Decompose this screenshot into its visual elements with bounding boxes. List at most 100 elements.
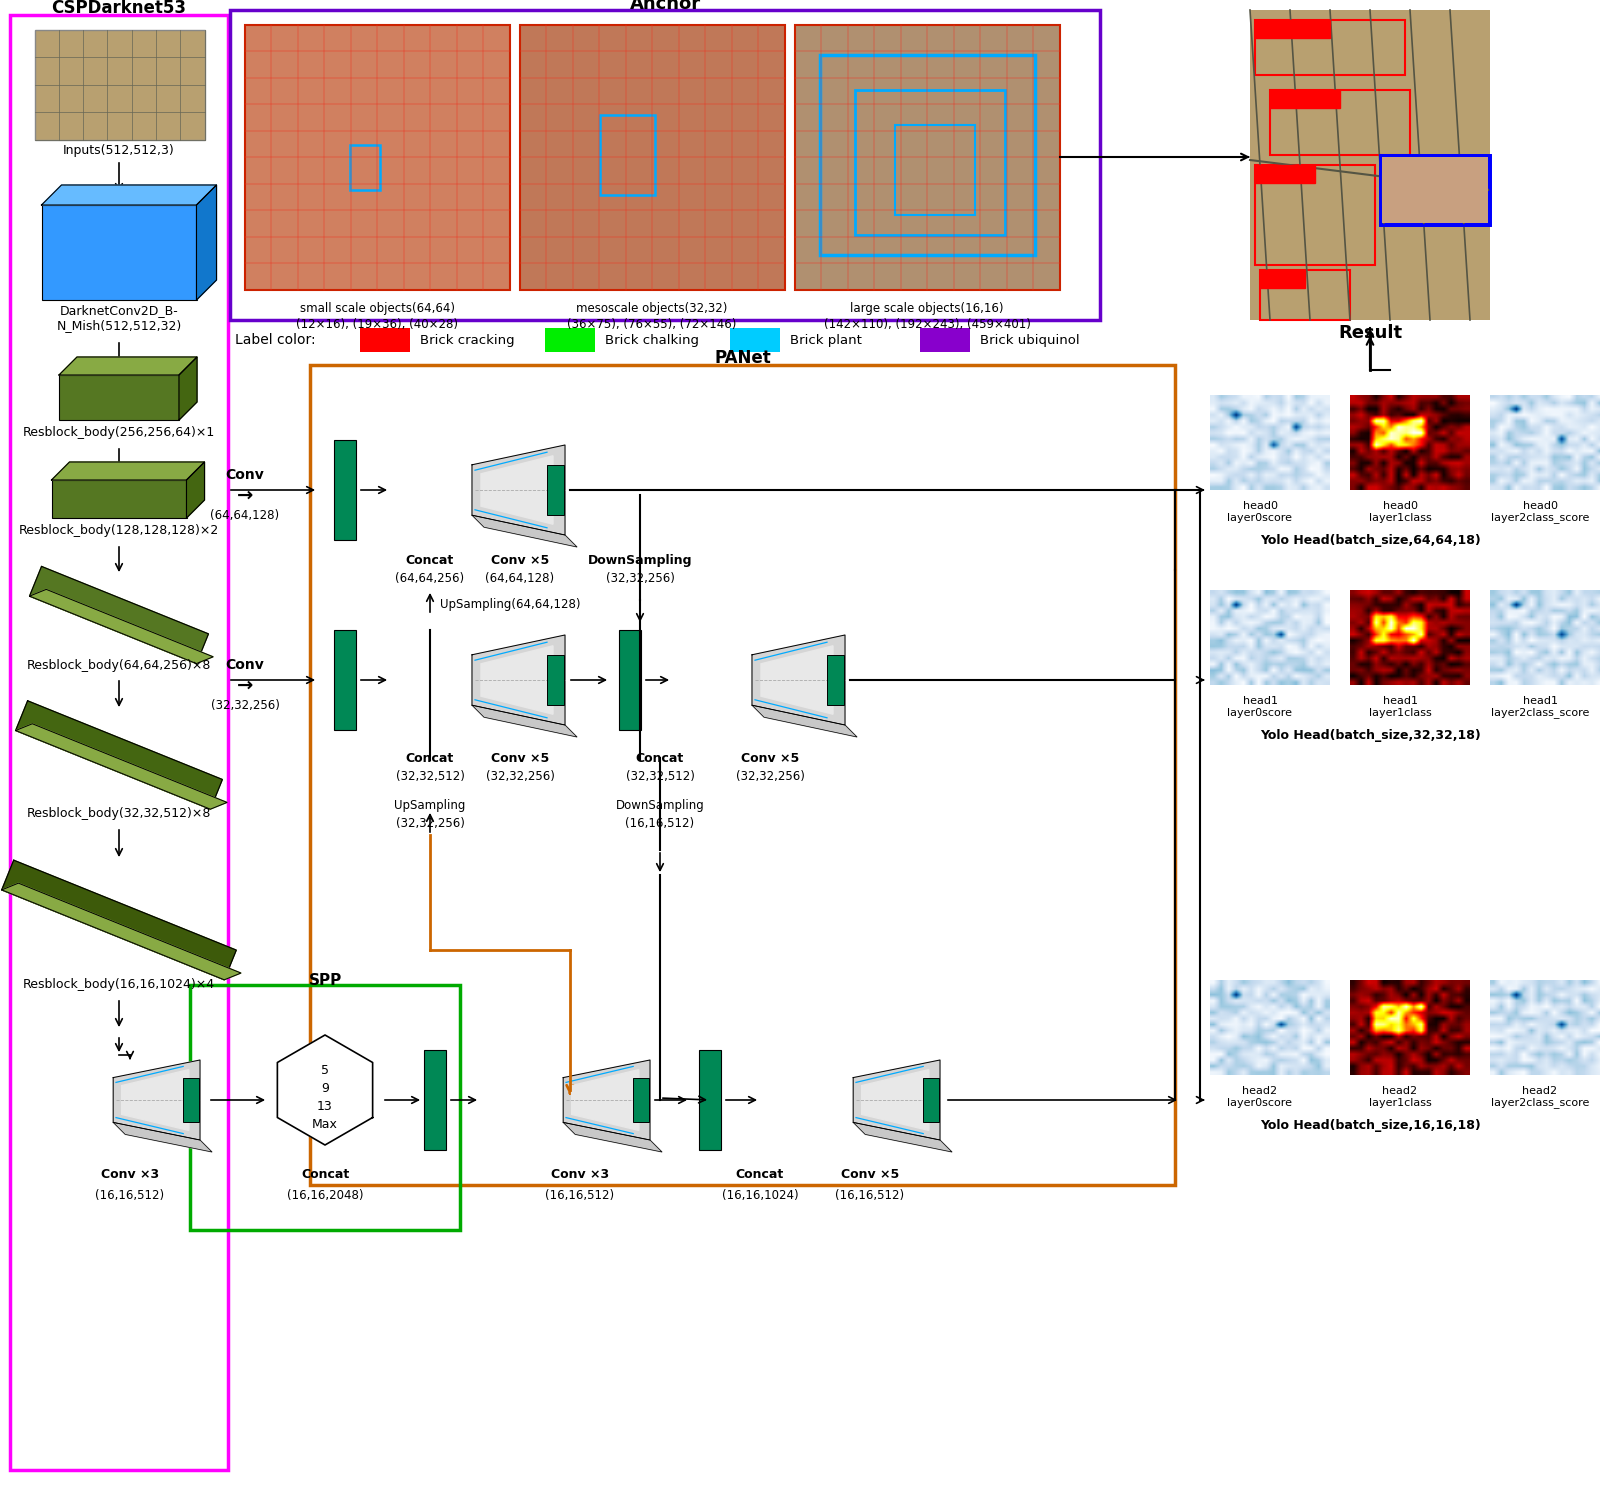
Text: (12×16), (19×36), (40×28): (12×16), (19×36), (40×28) bbox=[296, 318, 458, 330]
Text: Concat: Concat bbox=[736, 1169, 784, 1182]
Text: Yolo Head(batch_size,16,16,18): Yolo Head(batch_size,16,16,18) bbox=[1259, 1119, 1480, 1131]
Text: Conv ×5: Conv ×5 bbox=[491, 751, 549, 765]
Text: Resblock_body(64,64,256)×8: Resblock_body(64,64,256)×8 bbox=[27, 658, 211, 672]
Bar bbox=[920, 328, 970, 352]
Bar bbox=[10, 15, 229, 1470]
Text: Anchor: Anchor bbox=[629, 0, 701, 14]
Polygon shape bbox=[114, 1122, 211, 1152]
Polygon shape bbox=[122, 1069, 189, 1131]
Bar bbox=[600, 114, 654, 194]
Bar bbox=[547, 465, 565, 515]
Text: Conv ×5: Conv ×5 bbox=[842, 1169, 899, 1182]
Polygon shape bbox=[51, 462, 205, 480]
Bar bbox=[230, 11, 1101, 319]
Text: (32,32,256): (32,32,256) bbox=[211, 699, 280, 711]
Bar bbox=[424, 1050, 446, 1151]
Polygon shape bbox=[42, 185, 216, 205]
Bar bbox=[827, 655, 845, 705]
Text: head0
layer0score: head0 layer0score bbox=[1227, 501, 1293, 523]
Text: head2
layer0score: head2 layer0score bbox=[1227, 1086, 1293, 1108]
Polygon shape bbox=[752, 705, 858, 736]
Bar bbox=[42, 205, 197, 300]
Text: 5: 5 bbox=[322, 1063, 330, 1077]
Bar bbox=[360, 328, 410, 352]
Bar bbox=[51, 480, 187, 518]
Bar bbox=[795, 26, 1059, 291]
Text: (32,32,512): (32,32,512) bbox=[626, 770, 694, 783]
Polygon shape bbox=[861, 1069, 928, 1131]
Polygon shape bbox=[59, 357, 197, 375]
Bar bbox=[35, 30, 205, 140]
Text: (64,64,128): (64,64,128) bbox=[211, 509, 280, 521]
Polygon shape bbox=[853, 1122, 952, 1152]
Text: (32,32,256): (32,32,256) bbox=[395, 816, 464, 830]
Polygon shape bbox=[853, 1060, 941, 1140]
Bar bbox=[1270, 90, 1410, 155]
Bar bbox=[1254, 20, 1405, 75]
Text: Yolo Head(batch_size,32,32,18): Yolo Head(batch_size,32,32,18) bbox=[1259, 729, 1480, 741]
Text: (16,16,512): (16,16,512) bbox=[96, 1188, 165, 1202]
Bar bbox=[634, 1078, 648, 1122]
Text: Conv: Conv bbox=[226, 468, 264, 482]
Bar bbox=[182, 1078, 198, 1122]
Text: (32,32,256): (32,32,256) bbox=[485, 770, 555, 783]
Text: Resblock_body(128,128,128)×2: Resblock_body(128,128,128)×2 bbox=[19, 524, 219, 536]
Text: Conv ×3: Conv ×3 bbox=[550, 1169, 610, 1182]
Text: Concat: Concat bbox=[406, 751, 454, 765]
Text: (32,32,512): (32,32,512) bbox=[395, 770, 464, 783]
Bar bbox=[619, 630, 642, 730]
Text: Brick plant: Brick plant bbox=[790, 333, 862, 346]
Bar bbox=[819, 56, 1035, 255]
Text: Max: Max bbox=[312, 1117, 338, 1131]
Text: (16,16,512): (16,16,512) bbox=[546, 1188, 614, 1202]
Text: (142×110), (192×243), (459×401): (142×110), (192×243), (459×401) bbox=[824, 318, 1030, 330]
Text: 9: 9 bbox=[322, 1081, 330, 1095]
Text: (64,64,128): (64,64,128) bbox=[485, 571, 555, 584]
Bar bbox=[350, 145, 381, 190]
Polygon shape bbox=[277, 1035, 373, 1145]
Text: head2
layer1class: head2 layer1class bbox=[1368, 1086, 1432, 1108]
Polygon shape bbox=[752, 636, 845, 724]
Bar bbox=[1254, 166, 1315, 184]
Text: Conv ×3: Conv ×3 bbox=[101, 1169, 158, 1182]
Text: head0
layer1class: head0 layer1class bbox=[1368, 501, 1432, 523]
Text: (32,32,256): (32,32,256) bbox=[736, 770, 805, 783]
Bar bbox=[547, 655, 565, 705]
Text: large scale objects(16,16): large scale objects(16,16) bbox=[850, 301, 1003, 315]
Polygon shape bbox=[472, 705, 578, 736]
Text: head1
layer0score: head1 layer0score bbox=[1227, 696, 1293, 718]
Text: Resblock_body(256,256,64)×1: Resblock_body(256,256,64)×1 bbox=[22, 426, 214, 438]
Polygon shape bbox=[197, 185, 216, 300]
Text: DownSampling: DownSampling bbox=[616, 798, 704, 812]
Bar bbox=[894, 125, 974, 215]
Text: head1
layer2class_score: head1 layer2class_score bbox=[1491, 696, 1589, 718]
Bar bbox=[1254, 20, 1330, 38]
Text: Yolo Head(batch_size,64,64,18): Yolo Head(batch_size,64,64,18) bbox=[1259, 533, 1480, 547]
Text: SPP: SPP bbox=[309, 973, 342, 988]
Polygon shape bbox=[114, 1060, 200, 1140]
Polygon shape bbox=[563, 1060, 650, 1140]
Text: Brick ubiquinol: Brick ubiquinol bbox=[979, 333, 1080, 346]
Text: Conv ×5: Conv ×5 bbox=[491, 554, 549, 566]
Text: (64,64,256): (64,64,256) bbox=[395, 571, 464, 584]
Bar bbox=[1270, 90, 1341, 108]
Bar bbox=[546, 328, 595, 352]
Bar bbox=[1379, 155, 1490, 224]
Bar bbox=[245, 26, 510, 291]
Polygon shape bbox=[472, 444, 565, 535]
Text: head0
layer2class_score: head0 layer2class_score bbox=[1491, 501, 1589, 523]
Polygon shape bbox=[472, 515, 578, 547]
Polygon shape bbox=[29, 589, 213, 664]
Text: Inputs(512,512,3): Inputs(512,512,3) bbox=[62, 143, 174, 157]
Polygon shape bbox=[187, 462, 205, 518]
Polygon shape bbox=[179, 357, 197, 420]
Polygon shape bbox=[16, 724, 227, 809]
Polygon shape bbox=[472, 636, 565, 724]
Polygon shape bbox=[2, 883, 242, 980]
Bar bbox=[1261, 270, 1306, 288]
Text: CSPDarknet53: CSPDarknet53 bbox=[51, 0, 187, 17]
Text: Brick cracking: Brick cracking bbox=[419, 333, 515, 346]
Text: 13: 13 bbox=[317, 1099, 333, 1113]
Text: head1
layer1class: head1 layer1class bbox=[1368, 696, 1432, 718]
Text: DownSampling: DownSampling bbox=[587, 554, 693, 566]
